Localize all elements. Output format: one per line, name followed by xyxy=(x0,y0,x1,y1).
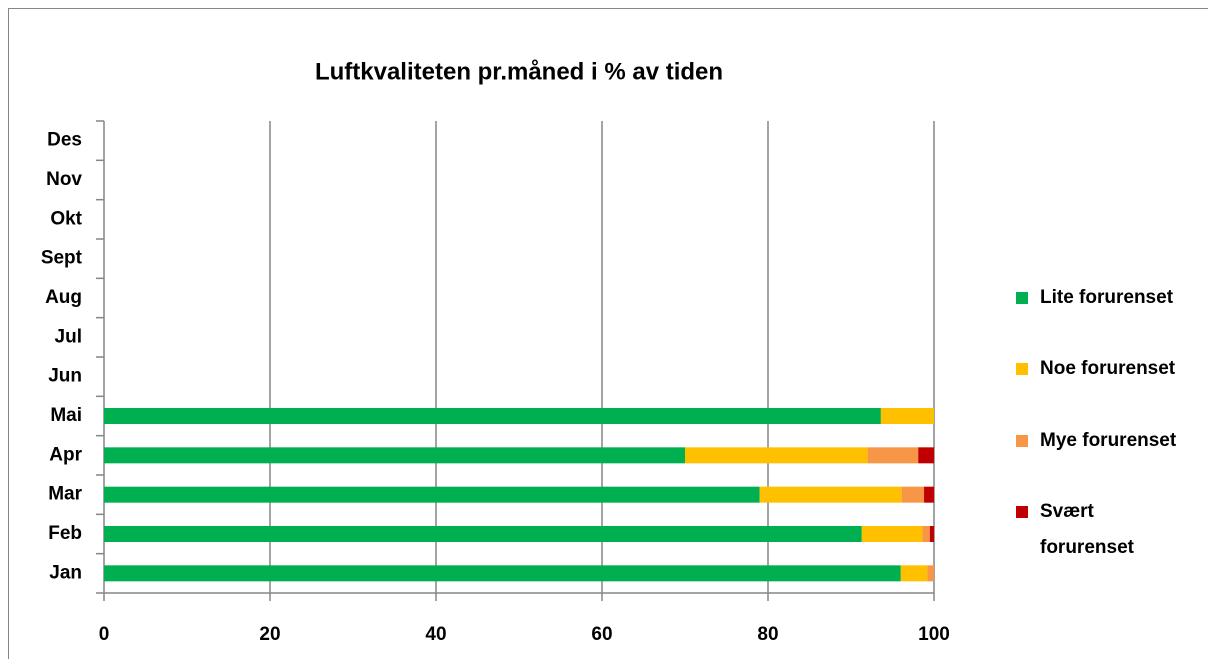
bar-segment xyxy=(927,565,934,582)
bar-segment xyxy=(861,526,923,542)
y-tick-label: Jan xyxy=(49,562,82,583)
bar-segment xyxy=(104,447,685,464)
bar-segment xyxy=(685,447,868,464)
bar-segment xyxy=(867,447,919,464)
chart-border xyxy=(8,8,1208,659)
bar-segment xyxy=(924,486,934,503)
x-tick-label: 60 xyxy=(591,624,612,645)
bar-segment xyxy=(104,526,862,542)
x-tick-label: 0 xyxy=(99,624,110,645)
legend-swatch xyxy=(1016,292,1028,304)
bar-segment xyxy=(901,486,925,503)
x-tick-label: 20 xyxy=(259,624,280,645)
bar-segment xyxy=(929,526,934,542)
x-tick-label: 100 xyxy=(918,624,950,645)
y-tick-label: Des xyxy=(47,130,82,151)
bar-segment xyxy=(918,447,934,464)
y-tick-label: Mar xyxy=(48,484,82,505)
legend-swatch xyxy=(1016,506,1028,518)
bar-segment xyxy=(880,408,934,424)
y-tick-label: Sept xyxy=(41,248,83,269)
x-tick-label: 40 xyxy=(425,624,446,645)
bar-segment xyxy=(900,565,928,582)
y-tick-label: Jun xyxy=(48,366,82,387)
legend-label: Svært forurenset xyxy=(1040,501,1134,558)
y-tick-label: Jul xyxy=(55,326,82,347)
legend-label: Lite forurenset xyxy=(1040,287,1174,308)
bar-segment xyxy=(104,565,901,582)
y-tick-label: Apr xyxy=(49,444,82,465)
legend-swatch xyxy=(1016,435,1028,447)
bar-segment xyxy=(759,486,902,503)
y-tick-label: Mai xyxy=(50,405,82,426)
bar-segment xyxy=(104,486,760,503)
bar-segment xyxy=(104,408,881,424)
y-tick-label: Feb xyxy=(48,523,82,544)
x-tick-label: 80 xyxy=(757,624,778,645)
y-tick-label: Aug xyxy=(45,287,82,308)
chart-title: Luftkvaliteten pr.måned i % av tiden xyxy=(315,58,723,85)
y-tick-label: Okt xyxy=(50,208,82,229)
bar-segment xyxy=(922,526,930,542)
y-tick-label: Nov xyxy=(46,169,82,190)
legend-label: Noe forurenset xyxy=(1040,358,1176,379)
legend-label: Mye forurenset xyxy=(1040,430,1177,451)
legend-swatch xyxy=(1016,363,1028,375)
